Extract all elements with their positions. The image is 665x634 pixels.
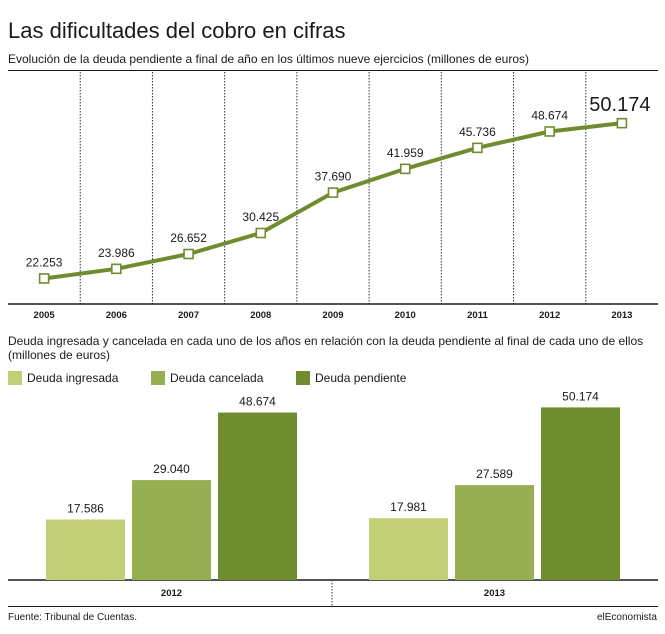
data-label: 26.652 — [170, 231, 207, 245]
data-point-marker — [399, 163, 411, 175]
bar-value-label: 17.586 — [67, 502, 104, 516]
bar-value-label: 50.174 — [562, 389, 599, 403]
bar-value-label: 27.589 — [476, 467, 513, 481]
x-tick-label: 2007 — [178, 310, 199, 321]
bar — [541, 407, 620, 580]
data-point-marker — [327, 187, 339, 198]
data-label: 37.690 — [315, 170, 352, 184]
data-point-marker — [183, 248, 194, 260]
x-tick-label: 2010 — [395, 310, 416, 321]
x-tick-label: 2011 — [467, 310, 488, 321]
bar-chart-title: Deuda ingresada y cancelada en cada uno … — [8, 334, 644, 362]
data-label: 41.959 — [387, 146, 424, 160]
legend-swatch-cancelada — [151, 370, 165, 385]
data-point-marker — [111, 263, 122, 275]
x-tick-label: 2005 — [34, 310, 56, 321]
legend-swatch-pendiente — [296, 370, 310, 385]
x-tick-label: 2013 — [611, 310, 632, 321]
bar-value-label: 48.674 — [239, 395, 276, 409]
data-label: 22.253 — [26, 255, 63, 269]
bar — [46, 519, 125, 580]
data-point-marker — [544, 126, 555, 137]
line-chart-subtitle: Evolución de la deuda pendiente a final … — [8, 52, 529, 66]
source-note: Fuente: Tribunal de Cuentas. — [8, 612, 137, 623]
legend-label-ingresada: Deuda ingresada — [27, 370, 119, 385]
x-tick-label: 2012 — [539, 310, 560, 321]
data-point-marker — [38, 273, 50, 284]
legend-item-pendiente: Deuda pendiente — [296, 370, 406, 386]
data-point-marker — [255, 227, 267, 239]
bottom-rule — [8, 606, 658, 607]
bar-category-label: 2013 — [484, 588, 505, 599]
x-tick-label: 2009 — [322, 310, 343, 321]
bar-value-label: 29.040 — [153, 462, 190, 476]
top-rule — [8, 70, 658, 71]
chart-title: Las dificultades del cobro en cifras — [8, 18, 346, 43]
legend-label-pendiente: Deuda pendiente — [315, 370, 407, 385]
data-label: 50.174 — [589, 94, 650, 116]
data-point-marker — [472, 142, 483, 154]
legend-swatch-ingresada — [8, 370, 22, 385]
data-label: 23.986 — [98, 246, 135, 260]
bar — [218, 412, 297, 580]
line-chart: 22.253 23.986 26.652 30.425 37.690 41.959 45.7… — [8, 72, 658, 321]
bar-value-label: 17.981 — [390, 500, 427, 514]
data-label: 45.736 — [459, 125, 496, 139]
legend-item-ingresada: Deuda ingresada — [8, 370, 118, 386]
bar-category-label: 2012 — [161, 588, 182, 599]
data-label: 48.674 — [531, 109, 568, 123]
data-point-marker — [616, 117, 628, 129]
x-tick-label: 2008 — [250, 310, 271, 321]
x-tick-label: 2006 — [106, 310, 127, 321]
bar — [455, 485, 534, 580]
legend-label-cancelada: Deuda cancelada — [170, 370, 264, 385]
data-label: 30.425 — [242, 210, 279, 224]
brand-logo-text: elEconomista — [596, 612, 657, 623]
legend-item-cancelada: Deuda cancelada — [151, 370, 263, 386]
bar — [132, 480, 211, 580]
bar — [369, 518, 448, 580]
